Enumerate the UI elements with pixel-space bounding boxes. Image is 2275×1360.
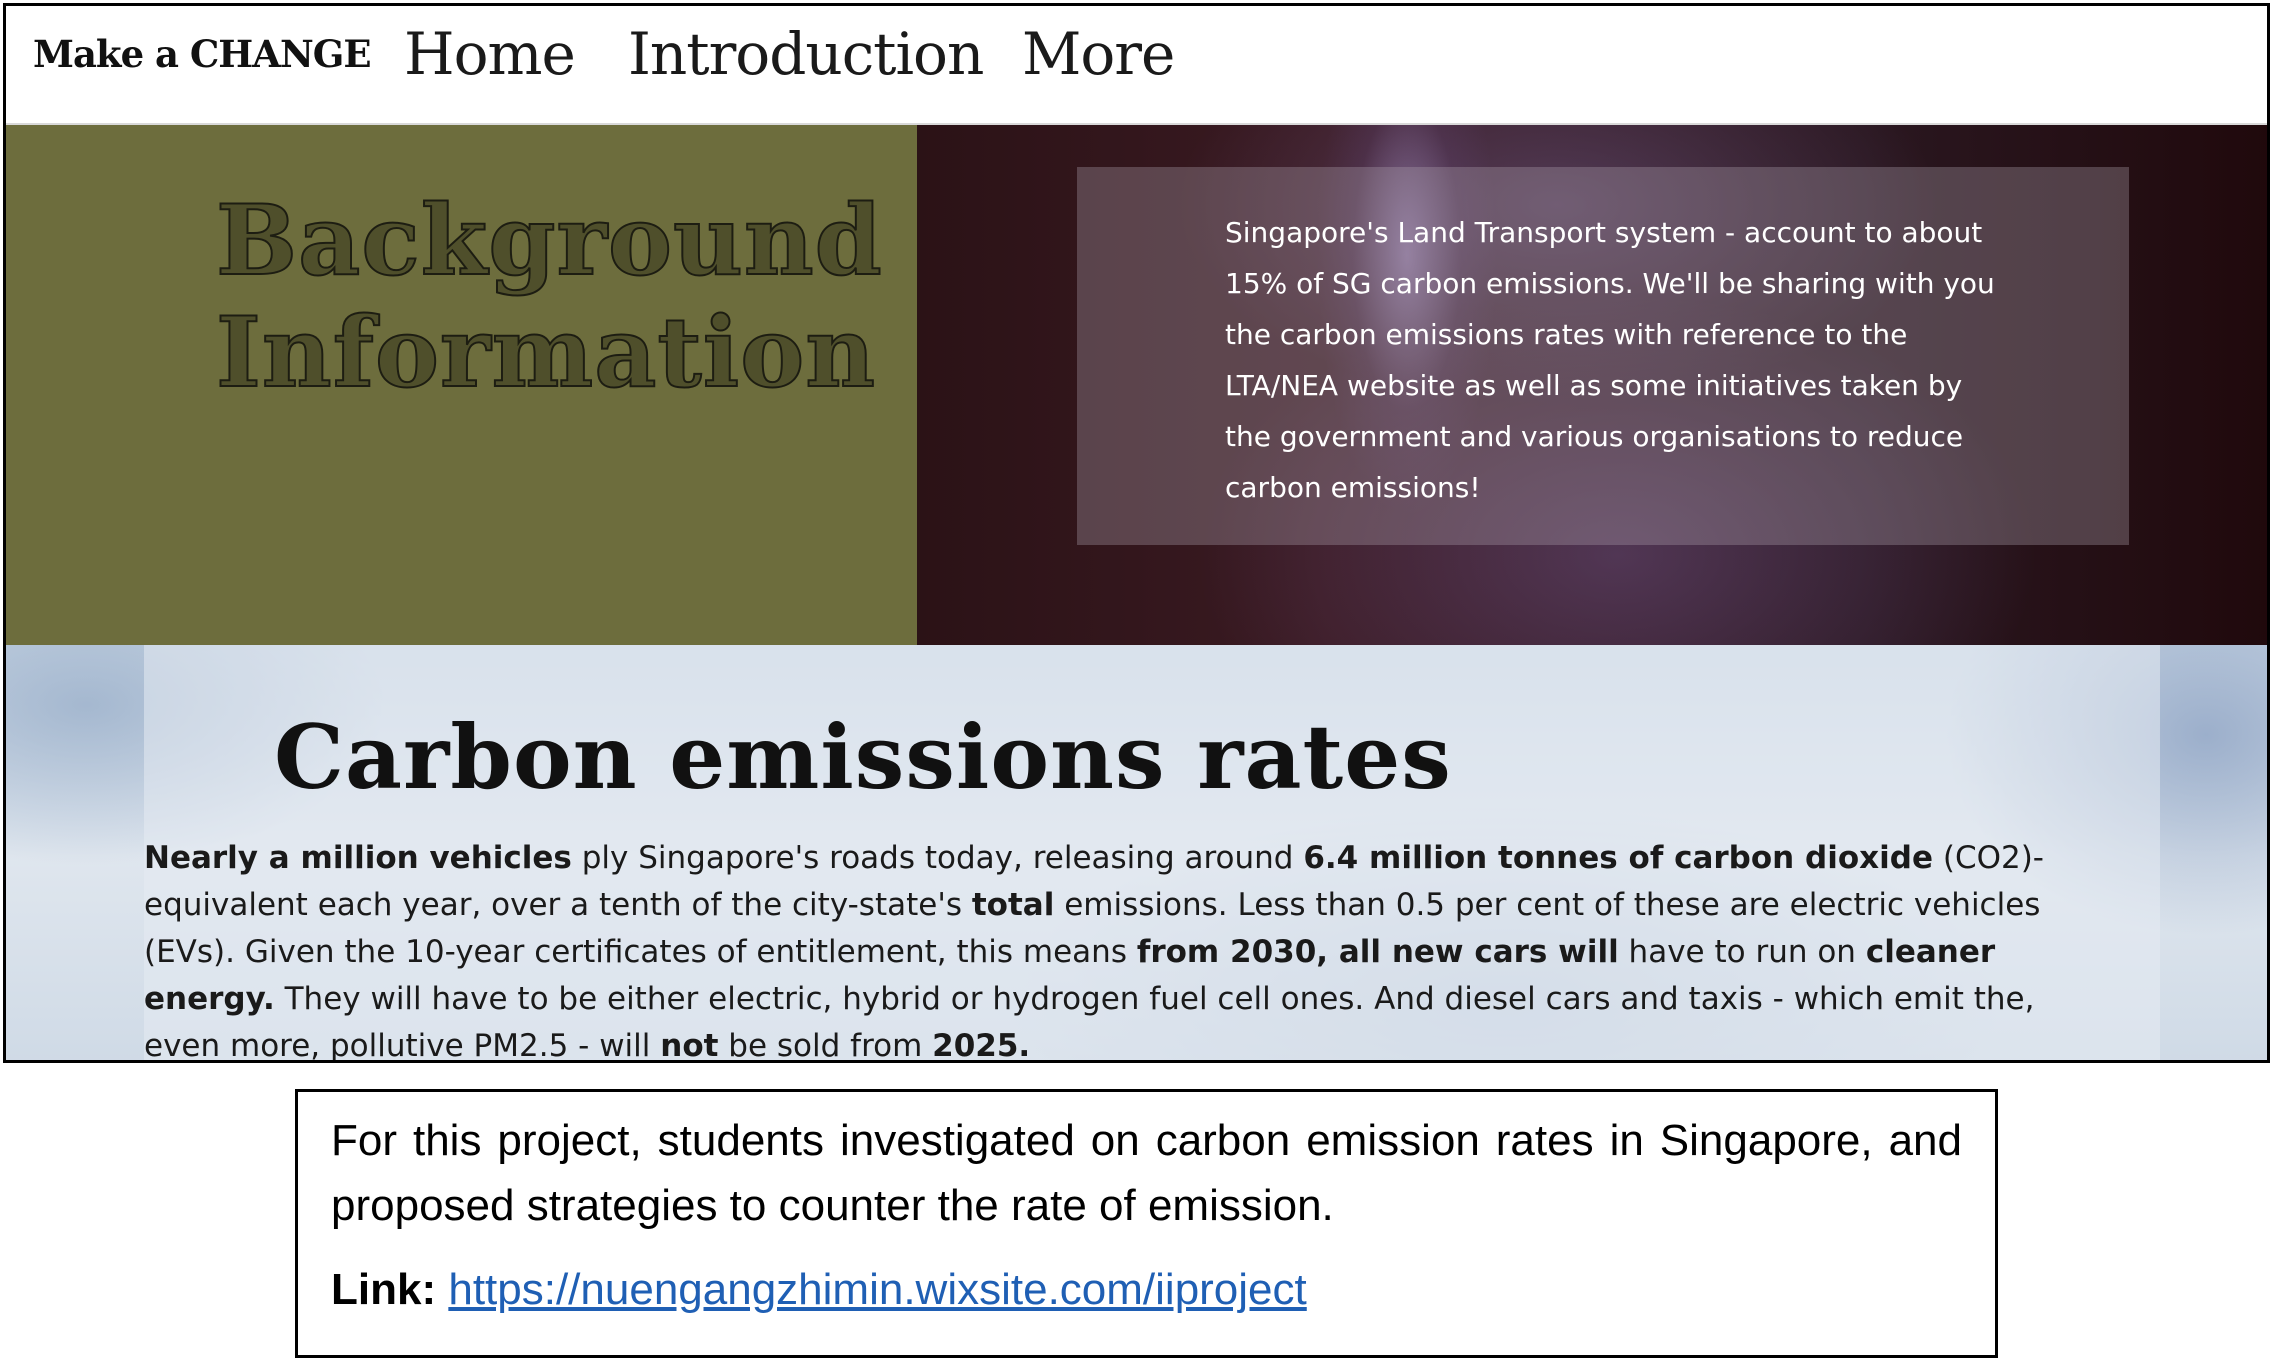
carbon-body-segment: emissions. Less than 0.5 per cent of the… <box>144 887 2041 970</box>
background-text-box: Singapore's Land Transport system - acco… <box>1077 167 2129 545</box>
site-logo[interactable]: Make a CHANGE <box>33 32 372 76</box>
carbon-body-segment: have to run on <box>1618 934 1866 970</box>
carbon-body-text: Nearly a million vehicles ply Singapore'… <box>144 835 2044 1063</box>
carbon-body-segment: cleaner energy. <box>144 934 1996 1017</box>
carbon-heading: Carbon emissions rates <box>274 705 1452 809</box>
nav-link-introduction[interactable]: Introduction <box>628 20 984 88</box>
carbon-body-segment: 6.4 million tonnes of carbon dioxide <box>1303 840 1933 876</box>
link-label: Link: <box>331 1265 437 1314</box>
background-text: Singapore's Land Transport system - acco… <box>1225 216 1995 504</box>
carbon-body-segment: They will have to be either electric, hy… <box>144 981 2035 1063</box>
carbon-body-segment: total <box>971 887 1055 923</box>
background-image-panel: Singapore's Land Transport system - acco… <box>917 125 2267 645</box>
caption-box: For this project, students investigated … <box>295 1089 1998 1358</box>
carbon-content-panel <box>144 645 2160 1060</box>
carbon-body-segment: (CO2)-equivalent each year, over a tenth… <box>144 840 2044 923</box>
project-link[interactable]: https://nuengangzhimin.wixsite.com/iipro… <box>448 1265 1307 1314</box>
nav-link-home[interactable]: Home <box>404 20 576 88</box>
carbon-body-segment: 2025. <box>932 1028 1031 1063</box>
background-info-heading: Background Information <box>215 184 916 410</box>
carbon-section: Carbon emissions rates Nearly a million … <box>6 645 2267 1063</box>
caption-link-line: Link: https://nuengangzhimin.wixsite.com… <box>331 1260 1962 1320</box>
carbon-body-segment: ply Singapore's roads today, releasing a… <box>571 840 1304 876</box>
carbon-body-segment: from 2030, all new cars will <box>1136 934 1619 970</box>
carbon-body-segment: not <box>660 1028 719 1063</box>
heading-line-1: Background <box>215 184 883 298</box>
site-header: Make a CHANGE Home Introduction More <box>6 6 2267 125</box>
nav-link-more[interactable]: More <box>1022 20 1175 88</box>
carbon-body-segment: Nearly a million vehicles <box>144 840 572 876</box>
background-title-panel: Background Information <box>6 125 917 645</box>
carbon-body-segment: be sold from <box>718 1028 933 1063</box>
heading-line-2: Information <box>215 296 877 410</box>
website-screenshot: Make a CHANGE Home Introduction More Bac… <box>3 3 2270 1063</box>
caption-text: For this project, students investigated … <box>331 1116 1962 1230</box>
